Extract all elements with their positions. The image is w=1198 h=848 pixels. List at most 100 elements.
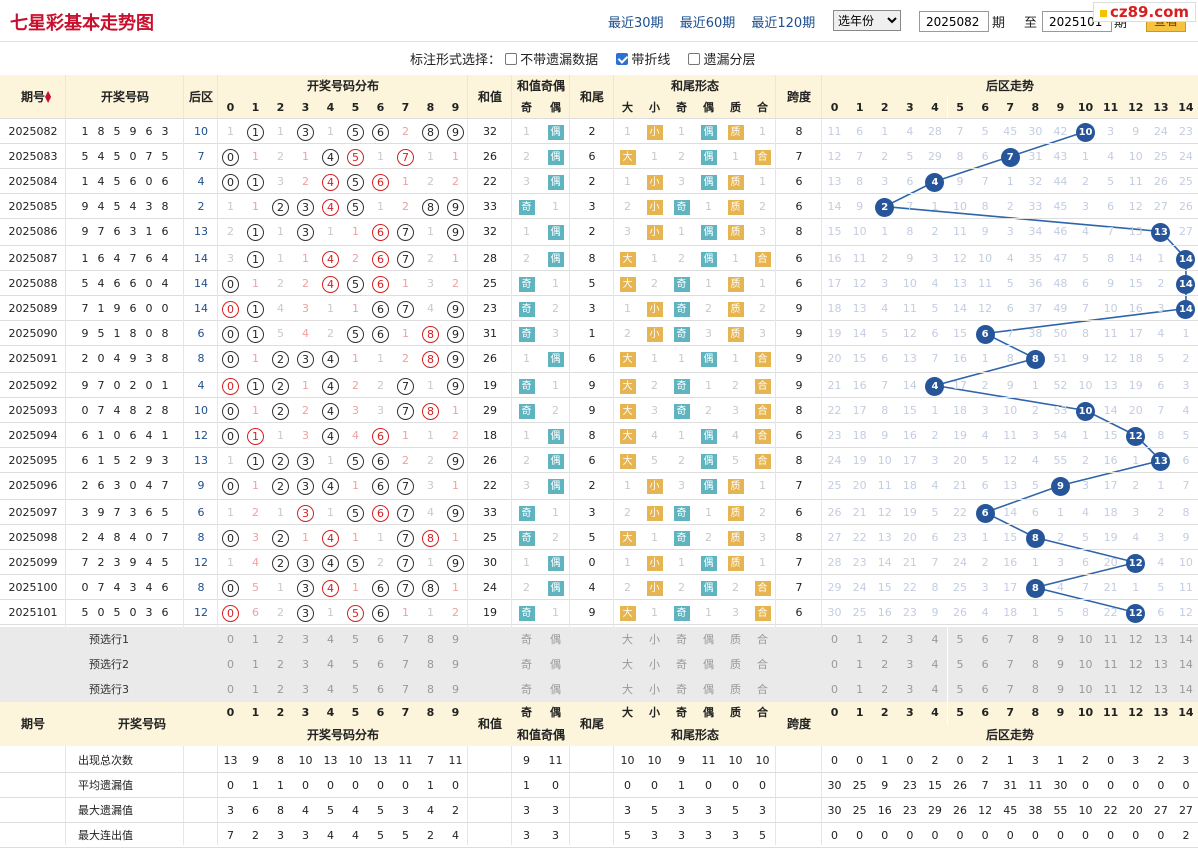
preselect-back[interactable]: 12 <box>1123 677 1149 702</box>
preselect-form[interactable]: 小 <box>641 652 668 677</box>
preselect-parity[interactable]: 偶 <box>541 652 570 677</box>
preselect-digit[interactable]: 9 <box>443 677 468 702</box>
preselect-back[interactable]: 0 <box>822 652 848 677</box>
preselect-back[interactable]: 12 <box>1123 627 1149 652</box>
preselect-form[interactable]: 合 <box>749 652 776 677</box>
preselect-digit[interactable]: 7 <box>393 677 418 702</box>
preselect-back[interactable]: 6 <box>972 677 998 702</box>
preselect-digit[interactable]: 7 <box>393 652 418 677</box>
preselect-back[interactable]: 6 <box>972 652 998 677</box>
preselect-digit[interactable]: 6 <box>368 627 393 652</box>
preselect-back[interactable]: 1 <box>847 627 873 652</box>
preselect-back[interactable]: 14 <box>1173 677 1198 702</box>
checkbox-icon[interactable] <box>505 53 518 65</box>
preselect-form[interactable]: 奇 <box>668 627 695 652</box>
preselect-digit[interactable]: 0 <box>218 677 243 702</box>
preselect-back[interactable]: 7 <box>997 652 1023 677</box>
preselect-form[interactable]: 质 <box>722 652 749 677</box>
preselect-back[interactable]: 10 <box>1073 677 1099 702</box>
preselect-digit[interactable]: 6 <box>368 652 393 677</box>
preselect-form[interactable]: 偶 <box>695 627 722 652</box>
preselect-digit[interactable]: 7 <box>393 627 418 652</box>
nav-recent-120[interactable]: 最近120期 <box>751 16 816 31</box>
preselect-digit[interactable]: 5 <box>343 677 368 702</box>
preselect-back[interactable]: 13 <box>1148 652 1174 677</box>
preselect-back[interactable]: 10 <box>1073 627 1099 652</box>
preselect-back[interactable]: 8 <box>1022 652 1048 677</box>
preselect-digit[interactable]: 8 <box>418 652 443 677</box>
preselect-back[interactable]: 11 <box>1098 627 1124 652</box>
preselect-back[interactable]: 13 <box>1148 627 1174 652</box>
preselect-back[interactable]: 7 <box>997 677 1023 702</box>
preselect-form[interactable]: 偶 <box>695 677 722 702</box>
checkbox-checked-icon[interactable] <box>616 53 629 65</box>
preselect-back[interactable]: 9 <box>1047 677 1073 702</box>
preselect-form[interactable]: 大 <box>614 652 641 677</box>
preselect-digit[interactable]: 1 <box>243 627 268 652</box>
preselect-parity[interactable]: 奇 <box>512 627 541 652</box>
preselect-back[interactable]: 7 <box>997 627 1023 652</box>
preselect-digit[interactable]: 2 <box>268 677 293 702</box>
preselect-back[interactable]: 0 <box>822 677 848 702</box>
preselect-parity[interactable]: 偶 <box>541 627 570 652</box>
preselect-digit[interactable]: 4 <box>318 627 343 652</box>
preselect-form[interactable]: 奇 <box>668 652 695 677</box>
preselect-digit[interactable]: 5 <box>343 627 368 652</box>
preselect-back[interactable]: 3 <box>897 627 923 652</box>
nav-recent-60[interactable]: 最近60期 <box>679 16 736 31</box>
preselect-form[interactable]: 奇 <box>668 677 695 702</box>
preselect-back[interactable]: 11 <box>1098 652 1124 677</box>
nav-recent-30[interactable]: 最近30期 <box>608 16 664 31</box>
preselect-back[interactable]: 14 <box>1173 652 1198 677</box>
preselect-back[interactable]: 10 <box>1073 652 1099 677</box>
preselect-digit[interactable]: 3 <box>293 677 318 702</box>
preselect-form[interactable]: 小 <box>641 627 668 652</box>
preselect-digit[interactable]: 9 <box>443 652 468 677</box>
preselect-form[interactable]: 大 <box>614 677 641 702</box>
option-no-omission[interactable]: 不带遗漏数据 <box>505 53 598 68</box>
option-with-line[interactable]: 带折线 <box>616 53 670 68</box>
preselect-form[interactable]: 合 <box>749 677 776 702</box>
preselect-digit[interactable]: 4 <box>318 652 343 677</box>
preselect-back[interactable]: 9 <box>1047 652 1073 677</box>
year-select[interactable]: 选年份 <box>833 10 901 31</box>
option-omission-layer[interactable]: 遗漏分层 <box>688 53 755 68</box>
preselect-digit[interactable]: 5 <box>343 652 368 677</box>
preselect-digit[interactable]: 6 <box>368 677 393 702</box>
preselect-back[interactable]: 4 <box>922 677 948 702</box>
preselect-back[interactable]: 3 <box>897 652 923 677</box>
preselect-form[interactable]: 偶 <box>695 652 722 677</box>
preselect-back[interactable]: 11 <box>1098 677 1124 702</box>
preselect-back[interactable]: 2 <box>872 677 898 702</box>
preselect-back[interactable]: 4 <box>922 627 948 652</box>
preselect-digit[interactable]: 3 <box>293 627 318 652</box>
preselect-digit[interactable]: 1 <box>243 652 268 677</box>
preselect-parity[interactable]: 奇 <box>512 677 541 702</box>
preselect-back[interactable]: 2 <box>872 627 898 652</box>
preselect-parity[interactable]: 偶 <box>541 677 570 702</box>
preselect-back[interactable]: 5 <box>947 652 973 677</box>
preselect-form[interactable]: 小 <box>641 677 668 702</box>
preselect-back[interactable]: 3 <box>897 677 923 702</box>
preselect-digit[interactable]: 2 <box>268 627 293 652</box>
preselect-digit[interactable]: 8 <box>418 677 443 702</box>
preselect-back[interactable]: 4 <box>922 652 948 677</box>
checkbox-icon[interactable] <box>688 53 701 65</box>
preselect-parity[interactable]: 奇 <box>512 652 541 677</box>
preselect-digit[interactable]: 4 <box>318 677 343 702</box>
preselect-form[interactable]: 质 <box>722 677 749 702</box>
preselect-back[interactable]: 5 <box>947 677 973 702</box>
preselect-digit[interactable]: 0 <box>218 627 243 652</box>
preselect-back[interactable]: 1 <box>847 677 873 702</box>
preselect-form[interactable]: 合 <box>749 627 776 652</box>
preselect-form[interactable]: 质 <box>722 627 749 652</box>
preselect-back[interactable]: 1 <box>847 652 873 677</box>
preselect-back[interactable]: 5 <box>947 627 973 652</box>
preselect-digit[interactable]: 3 <box>293 652 318 677</box>
preselect-back[interactable]: 14 <box>1173 627 1198 652</box>
preselect-back[interactable]: 12 <box>1123 652 1149 677</box>
preselect-back[interactable]: 8 <box>1022 627 1048 652</box>
preselect-digit[interactable]: 9 <box>443 627 468 652</box>
preselect-back[interactable]: 8 <box>1022 677 1048 702</box>
preselect-back[interactable]: 9 <box>1047 627 1073 652</box>
